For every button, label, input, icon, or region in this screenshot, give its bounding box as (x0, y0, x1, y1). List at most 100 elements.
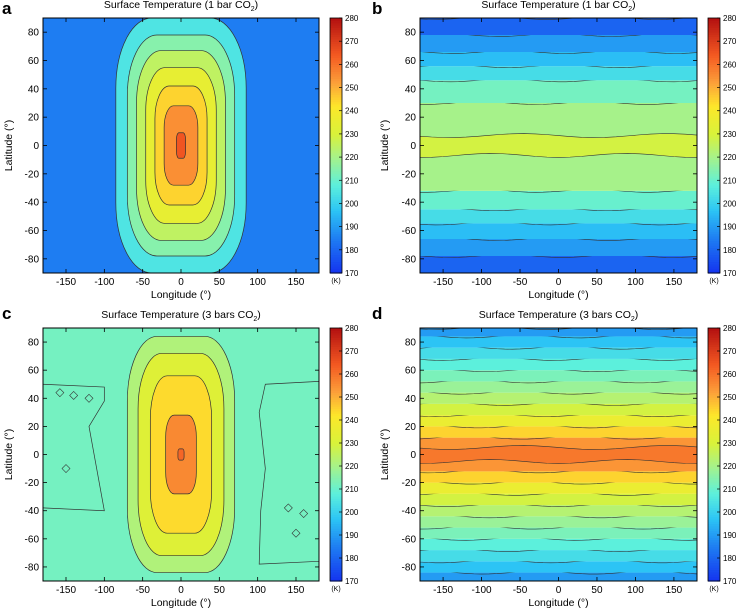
zonal-band (420, 572, 697, 581)
colorbar-segment (330, 18, 342, 21)
colorbar-segment (708, 249, 720, 253)
colorbar-segment (708, 219, 720, 223)
colorbar-segment (708, 138, 720, 142)
colorbar-segment (708, 537, 720, 541)
colorbar-segment (708, 449, 720, 453)
colorbar-segment (708, 238, 720, 242)
panel-b: -150 -100 -50 0 50 100 150806040200-20-40-60-8… (372, 0, 737, 301)
y-tick-label: 20 (405, 113, 417, 124)
colorbar-segment (330, 528, 342, 531)
colorbar-frame (329, 17, 343, 274)
colorbar-segment (330, 539, 342, 543)
colorbar-unit-label: (K) (331, 278, 340, 285)
colorbar-segment (330, 82, 342, 86)
colorbar-segment (708, 518, 720, 522)
colorbar-segment (330, 521, 342, 525)
colorbar-segment (708, 486, 720, 490)
x-tick-label: 0 (178, 585, 184, 596)
zonal-band (420, 52, 697, 67)
colorbar-segment (708, 187, 720, 191)
colorbar-segment (330, 233, 342, 237)
y-tick-label: -20 (25, 169, 40, 180)
colorbar-frame (329, 327, 343, 582)
colorbar-segment (330, 433, 342, 437)
colorbar-segment (330, 226, 342, 230)
colorbar-segment (330, 245, 342, 249)
colorbar-segment (330, 505, 342, 508)
colorbar-segment (330, 22, 342, 26)
colorbar-segment (330, 463, 342, 467)
colorbar-segment (708, 551, 720, 554)
colorbar-segment (708, 493, 720, 497)
colorbar-segment (708, 235, 720, 239)
colorbar-segment (708, 512, 720, 515)
colorbar-segment (330, 507, 342, 511)
colorbar-segment (708, 505, 720, 508)
colorbar-segment (330, 447, 342, 451)
x-tick-label: 150 (666, 585, 683, 596)
colorbar-segment (708, 456, 720, 460)
colorbar-segment (708, 270, 720, 274)
colorbar-segment (330, 339, 342, 343)
colorbar-segment (708, 201, 720, 205)
x-axis-label: Longitude (°) (151, 597, 211, 609)
colorbar-segment (708, 562, 720, 566)
colorbar-segment (330, 205, 342, 209)
colorbar-segment (330, 544, 342, 548)
colorbar-segment (708, 231, 720, 235)
x-tick-label: 150 (666, 277, 683, 288)
colorbar-segment (708, 233, 720, 237)
colorbar-segment (708, 29, 720, 33)
colorbar-segment (330, 198, 342, 202)
colorbar-segment (330, 259, 342, 263)
colorbar-segment (708, 564, 720, 568)
colorbar-segment (708, 50, 720, 54)
colorbar-tick-label: 260 (345, 370, 359, 379)
colorbar-segment (708, 261, 720, 265)
colorbar-segment (330, 159, 342, 163)
colorbar-segment (708, 415, 720, 419)
colorbar-segment (708, 38, 720, 42)
colorbar-segment (330, 215, 342, 218)
colorbar-tick-label: 180 (723, 554, 737, 563)
colorbar-segment (708, 374, 720, 377)
colorbar-tick-label: 200 (723, 508, 737, 517)
y-tick-label: 80 (405, 338, 417, 349)
colorbar-segment (330, 500, 342, 504)
colorbar-segment (330, 34, 342, 38)
colorbar-segment (708, 571, 720, 575)
colorbar-segment (330, 560, 342, 564)
zonal-band (420, 403, 697, 416)
colorbar-segment (330, 355, 342, 359)
colorbar-segment (708, 117, 720, 121)
colorbar-tick-label: 230 (723, 130, 737, 139)
plot-area (43, 328, 319, 581)
colorbar-segment (330, 41, 342, 45)
colorbar-segment (708, 394, 720, 398)
colorbar-frame (707, 327, 721, 582)
y-tick-label: -40 (402, 506, 417, 517)
colorbar-segment (330, 66, 342, 70)
colorbar-segment (708, 367, 720, 370)
colorbar-segment (708, 120, 720, 123)
x-tick-label: 0 (556, 277, 562, 288)
colorbar-segment (330, 110, 342, 114)
x-axis-label: Longitude (°) (528, 597, 588, 609)
colorbar-segment (330, 479, 342, 483)
colorbar-segment (708, 24, 720, 28)
y-tick-label: 80 (28, 338, 40, 349)
colorbar-segment (708, 330, 720, 334)
colorbar-segment (330, 571, 342, 575)
colorbar-segment (708, 189, 720, 193)
panel-c: -150 -100 -50 0 50 100 150806040200-20-40-60-8… (2, 304, 359, 609)
colorbar-segment (708, 99, 720, 103)
colorbar-segment (330, 420, 342, 423)
colorbar-segment (330, 168, 342, 172)
colorbar-segment (330, 328, 342, 331)
contour-262 (177, 448, 185, 461)
colorbar-segment (330, 45, 342, 49)
colorbar-segment (330, 564, 342, 568)
zonal-band (420, 482, 697, 494)
colorbar-segment (330, 541, 342, 545)
colorbar-segment (330, 569, 342, 573)
